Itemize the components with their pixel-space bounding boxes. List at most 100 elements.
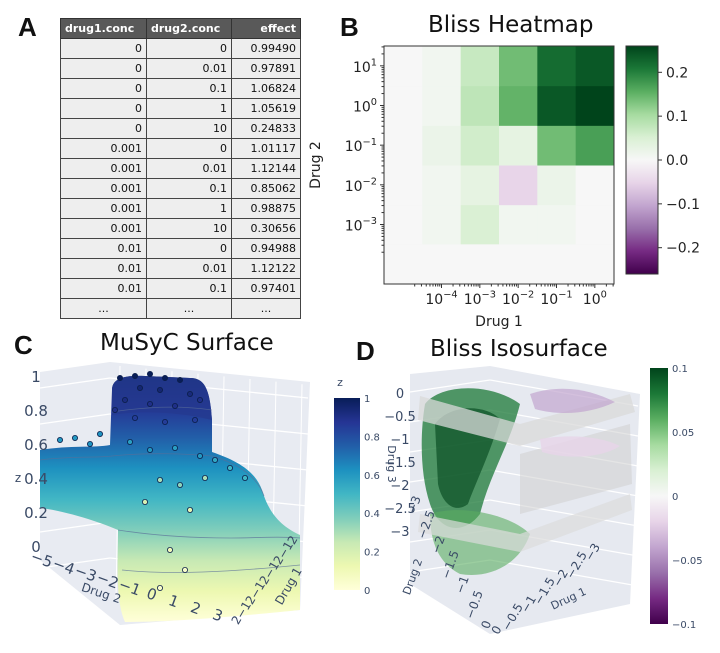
heatmap-cell [422, 165, 462, 206]
surface-data-point [166, 546, 173, 553]
table-cell: 1 [146, 98, 232, 119]
panel-c-letter: C [14, 330, 33, 360]
heatmap-cell [575, 204, 615, 245]
heatmap-cell [460, 165, 500, 206]
bliss-heatmap: 10−4 10−3 10−2 10−1 100 10−3 10−2 10−1 100 101 Dru… [308, 45, 700, 330]
heatmap-colorbar [625, 45, 659, 275]
surface-data-point [196, 453, 203, 460]
surface-data-point [146, 401, 153, 408]
surface-contour-line [121, 564, 301, 573]
table-row: 0 1 1.05619 [60, 98, 301, 119]
surface-colorbar [334, 398, 360, 590]
table-row: 0 10 0.24833 [60, 118, 301, 139]
table-body: 0 0 0.99490 0 0.01 0.97891 0 0.1 1.06824 0 1 1.0561… [60, 38, 301, 319]
surface-data-point [156, 477, 163, 484]
colorbar-tick-label: 1 [364, 394, 370, 405]
z-tick-label: 0.4 [24, 470, 48, 488]
table-row: ......... [60, 298, 301, 319]
colorbar-tick-label: −0.2 [666, 241, 700, 257]
surface-data-point [171, 403, 178, 410]
table-cell: 1.12144 [231, 158, 301, 179]
panel-a-letter: A [18, 12, 37, 42]
colorbar-label: z [337, 376, 343, 389]
surface-contour-line [39, 453, 265, 497]
x-tick-label: 10−1 [540, 290, 572, 308]
z-tick-label: 0.6 [24, 436, 48, 454]
surface-data-point [226, 465, 233, 472]
surface-data-point [171, 445, 178, 452]
drug3-tick-label: −1.5 [384, 456, 416, 471]
surface-data-point [146, 447, 153, 454]
heatmap-cell [537, 125, 577, 166]
heatmap-cell [460, 46, 500, 87]
surface-data-point [122, 397, 129, 404]
heatmap-border [383, 45, 615, 285]
x-tick-label: 10−4 [425, 290, 457, 308]
surface-data-point [131, 415, 138, 422]
x-tick-label: 10−3 [464, 290, 496, 308]
surface-data-point [127, 439, 134, 446]
surface-data-point [156, 584, 163, 591]
surface-data-point [156, 386, 163, 393]
table-cell: 0.001 [60, 158, 147, 179]
colorbar-tick-label: −0.1 [672, 620, 696, 631]
drug3-tick-label: −2.5 [384, 502, 416, 517]
colorbar-tick-label: 0.2 [666, 65, 688, 81]
y-tick-label: 100 [353, 97, 377, 115]
colorbar-tick-label: 0.0 [666, 153, 688, 169]
table-cell: 0.001 [60, 138, 147, 159]
table-cell: ... [146, 298, 232, 319]
table-cell: 0.30656 [231, 218, 301, 239]
surface-data-point [117, 374, 124, 381]
table-cell: 0.001 [60, 198, 147, 219]
table-cell: 0.01 [60, 278, 147, 299]
y-axis-label: Drug 2 [308, 141, 324, 189]
drug3-tick-label: −2 [390, 479, 409, 494]
surface-data-point [181, 566, 188, 573]
y-tick-label: 10−2 [345, 177, 377, 195]
surface-data-point [141, 498, 148, 505]
table-cell: 0 [60, 58, 147, 79]
y-tick-label: 10−1 [345, 137, 377, 155]
drug3-tick-label: −0.5 [384, 410, 416, 425]
surface-data-point [57, 437, 64, 444]
surface-data-point [72, 435, 79, 442]
heatmap-cell [499, 125, 538, 166]
table-row: 0.01 0 0.94988 [60, 238, 301, 259]
drug2-tick-label: −1 [453, 574, 472, 595]
surface-data-point [161, 419, 168, 426]
iso-purple-region [530, 388, 615, 414]
y-tick-label: 10−3 [345, 216, 377, 234]
surface-grid-line [39, 377, 111, 389]
heatmap-cell [384, 204, 423, 245]
surface-data-point [176, 376, 183, 383]
heatmap-cell [460, 85, 500, 126]
x-tick-label: 10−2 [502, 290, 534, 308]
colorbar-tick-label: 0.05 [672, 428, 694, 439]
table-row: 0.001 10 0.30656 [60, 218, 301, 239]
x-tick-label: 100 [583, 290, 607, 308]
iso-grid-line [489, 559, 639, 587]
table-cell: 0.001 [60, 218, 147, 239]
drug3-axis-label: Drug 3 [385, 445, 398, 482]
data-table: drug1.conc drug2.conc effect 0 0 0.99490 0 0.0… [60, 18, 301, 319]
heatmap-cell [422, 125, 462, 166]
table-cell: 0 [60, 98, 147, 119]
table-cell: 0.97891 [231, 58, 301, 79]
surface-data-point [186, 506, 193, 513]
table-cell: 0.94988 [231, 238, 301, 259]
drug3-tick-label: −3 [390, 525, 409, 540]
surface-data-point [201, 475, 208, 482]
iso-grid-line [409, 379, 491, 393]
drug3-tick-label: 0 [396, 387, 404, 402]
table-row: 0 0.01 0.97891 [60, 58, 301, 79]
surface-data-point [131, 372, 138, 379]
table-cell: ... [60, 298, 147, 319]
surface-data-point [191, 417, 198, 424]
table-cell: 0.001 [60, 178, 147, 199]
colorbar-tick-label: 0.4 [364, 509, 380, 520]
table-cell: 0.01 [146, 258, 232, 279]
heatmap-cell [537, 46, 577, 87]
iso-colorbar [650, 368, 668, 624]
surface-grid-line [39, 557, 111, 569]
